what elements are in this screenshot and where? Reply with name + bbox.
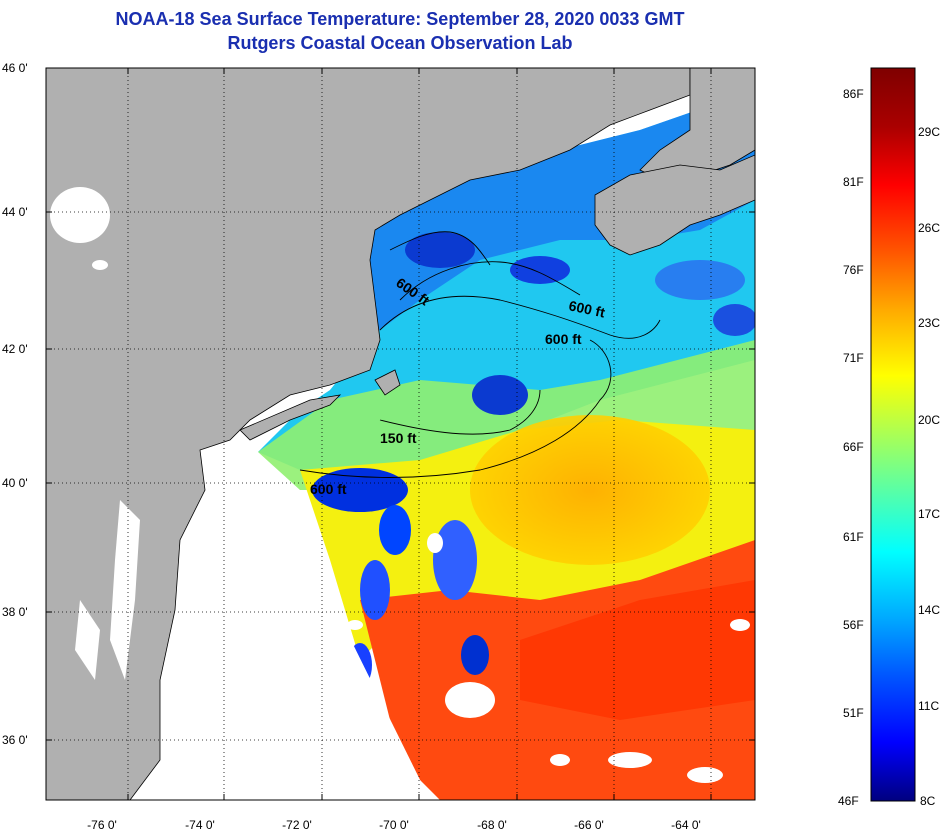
colorbar-c-label: 20C <box>918 413 941 427</box>
axis-ticks <box>46 67 755 800</box>
colorbar-c-label: 26C <box>918 221 941 235</box>
lat-label: 42 0' <box>2 342 28 356</box>
lon-label: -66 0' <box>574 818 604 832</box>
inland-water <box>50 187 140 680</box>
land <box>46 68 755 800</box>
lon-label: -64 0' <box>671 818 701 832</box>
colorbar-c-label: 17C <box>918 507 941 521</box>
lat-label: 38 0' <box>2 605 28 619</box>
sst-swath <box>258 90 755 800</box>
map-title: NOAA-18 Sea Surface Temperature: Septemb… <box>115 9 685 29</box>
colorbar-f-label: 76F <box>843 263 864 277</box>
lat-label: 36 0' <box>2 733 28 747</box>
colorbar-f-label: 66F <box>843 440 864 454</box>
contour-label: 600 ft <box>310 481 347 497</box>
colorbar-f-label: 86F <box>843 87 864 101</box>
colorbar-f-label: 61F <box>843 530 864 544</box>
contour-label: 600 ft <box>545 331 582 347</box>
lon-label: -76 0' <box>87 818 117 832</box>
colorbar-c-label: 29C <box>918 125 941 139</box>
contour-label: 150 ft <box>380 430 417 446</box>
bathymetry-contours <box>299 231 661 478</box>
colorbar-c-label: 8C <box>920 794 936 808</box>
colorbar-c-label: 11C <box>918 699 940 713</box>
colorbar-f-label: 51F <box>843 706 864 720</box>
map-frame <box>45 67 756 801</box>
lon-label: -68 0' <box>477 818 507 832</box>
colorbar-f-label: 46F <box>838 794 859 808</box>
colorbar-f-label: 56F <box>843 618 864 632</box>
colorbar <box>870 67 916 802</box>
colorbar-c-label: 23C <box>918 316 941 330</box>
map-subtitle: Rutgers Coastal Ocean Observation Lab <box>227 33 573 53</box>
colorbar-f-label: 81F <box>843 175 864 189</box>
contour-label: 600 ft <box>567 297 606 320</box>
lon-label: -72 0' <box>282 818 312 832</box>
colorbar-f-label: 71F <box>843 351 864 365</box>
lon-label: -74 0' <box>185 818 215 832</box>
lat-label: 46 0' <box>2 61 28 75</box>
lat-label: 40 0' <box>2 476 28 490</box>
lat-label: 44 0' <box>2 205 28 219</box>
colorbar-c-label: 14C <box>918 603 941 617</box>
lon-label: -70 0' <box>379 818 409 832</box>
